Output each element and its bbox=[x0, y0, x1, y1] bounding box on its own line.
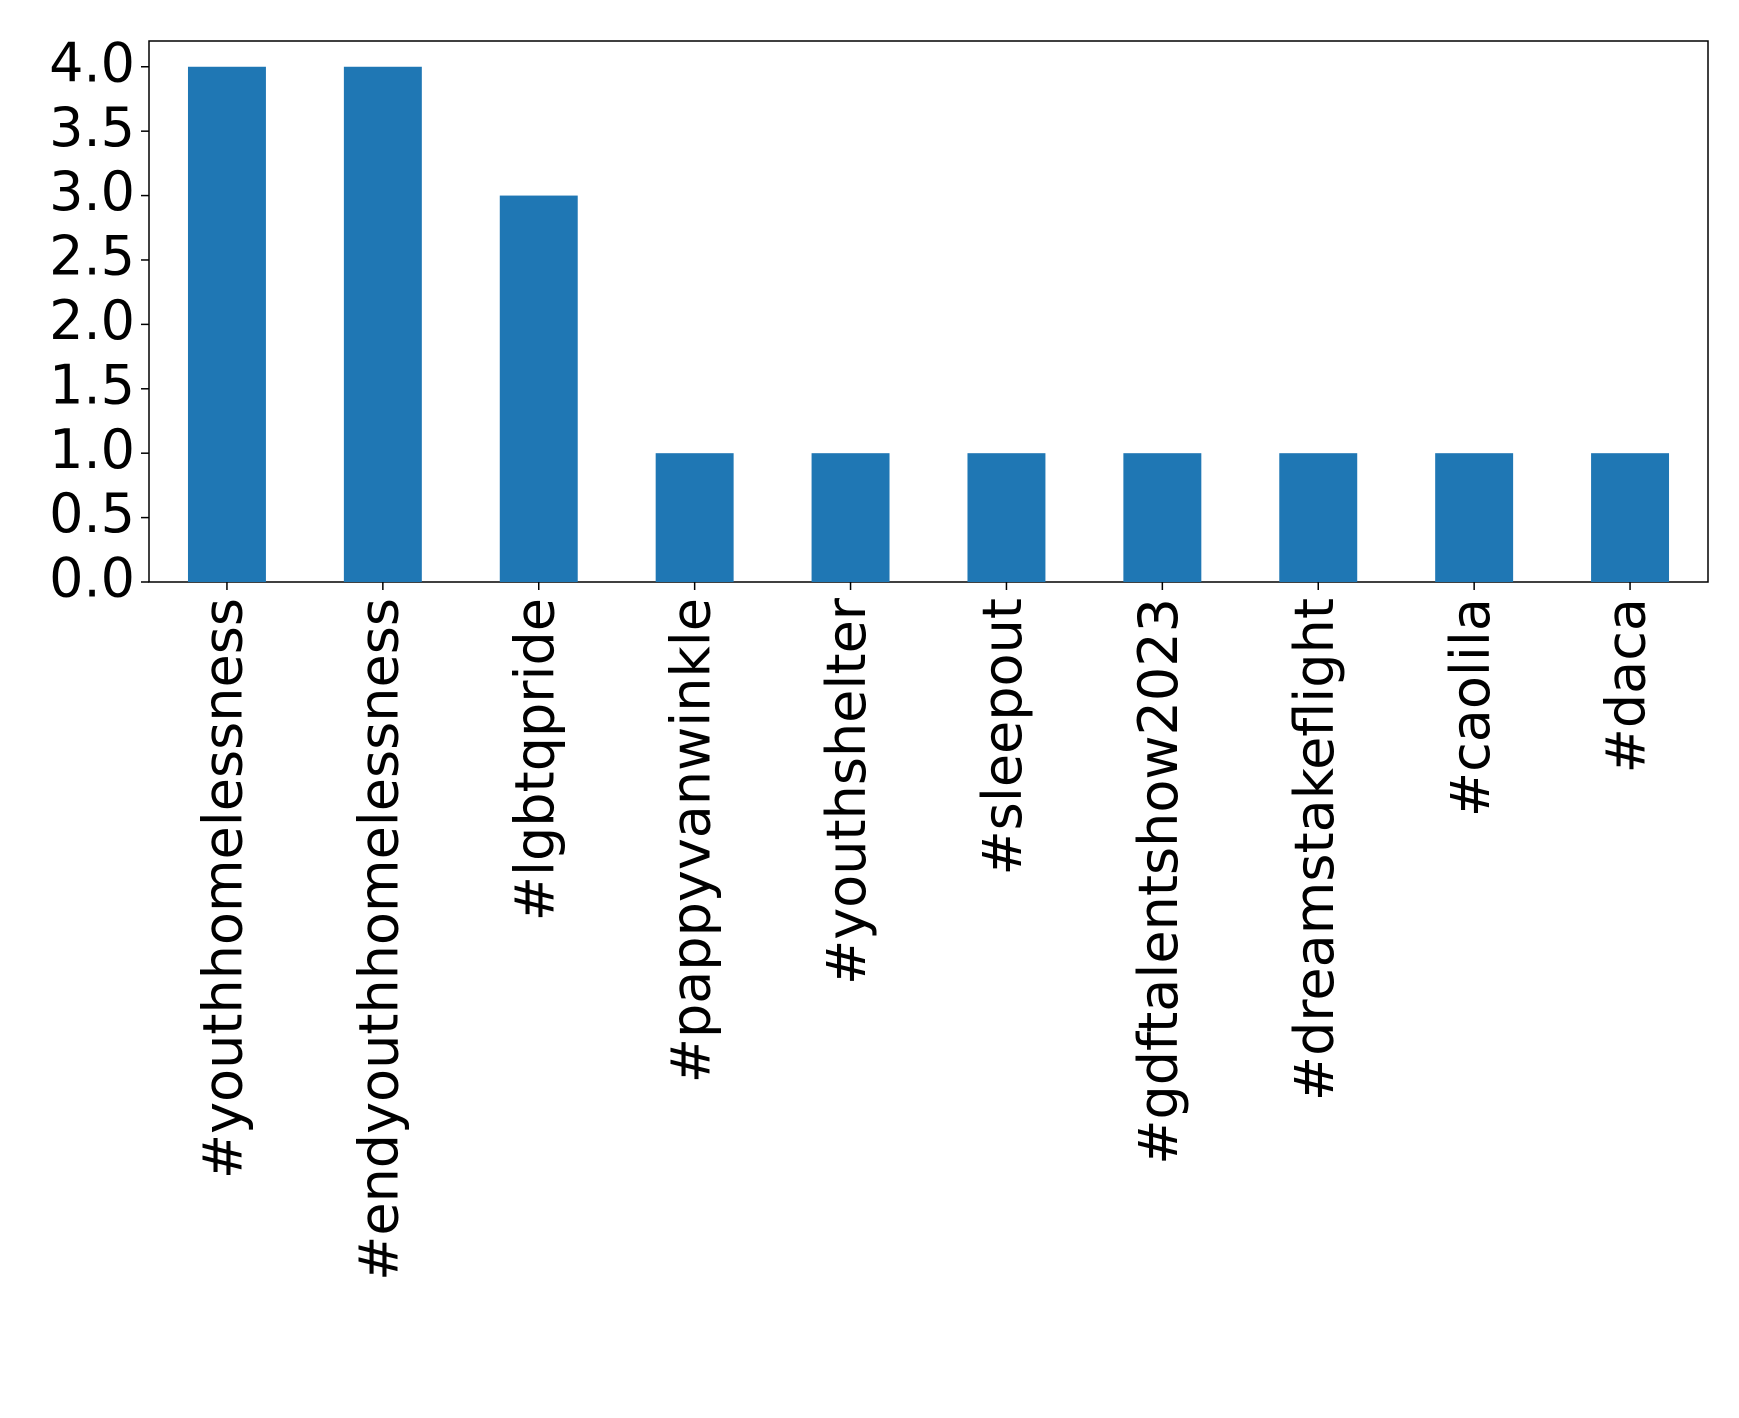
bar bbox=[1279, 453, 1358, 582]
y-tick-label: 3.5 bbox=[49, 96, 135, 159]
x-tick-label: #youthshelter bbox=[815, 597, 878, 985]
y-tick-label: 0.5 bbox=[49, 482, 135, 545]
bar bbox=[967, 453, 1046, 582]
bar bbox=[343, 66, 422, 582]
bar bbox=[1435, 453, 1514, 582]
x-tick-label: #caolila bbox=[1439, 598, 1502, 817]
x-tick-label: #endyouthhomelessness bbox=[347, 598, 410, 1281]
x-tick-label: #dreamstakeflight bbox=[1283, 598, 1346, 1101]
bar bbox=[655, 453, 734, 582]
bar bbox=[811, 453, 890, 582]
x-tick-label: #sleepout bbox=[971, 598, 1034, 876]
y-tick-label: 3.0 bbox=[49, 160, 135, 223]
bar bbox=[187, 66, 266, 582]
x-tick-label: #pappyvanwinkle bbox=[659, 598, 722, 1083]
bar bbox=[1591, 453, 1670, 582]
x-tick-label: #daca bbox=[1595, 598, 1658, 773]
x-tick-label: #gdftalentshow2023 bbox=[1127, 598, 1190, 1165]
bar bbox=[1123, 453, 1202, 582]
x-tick-label: #lgbtqpride bbox=[503, 598, 566, 921]
y-tick-label: 1.5 bbox=[49, 353, 135, 416]
y-tick-label: 0.0 bbox=[49, 547, 135, 610]
bar bbox=[499, 195, 578, 583]
y-tick-label: 2.5 bbox=[49, 225, 135, 288]
y-tick-label: 2.0 bbox=[49, 289, 135, 352]
x-tick-label: #youthhomelessness bbox=[192, 598, 255, 1179]
y-tick-label: 1.0 bbox=[49, 418, 135, 481]
y-tick-label: 4.0 bbox=[49, 31, 135, 94]
plot-frame bbox=[148, 40, 1709, 583]
